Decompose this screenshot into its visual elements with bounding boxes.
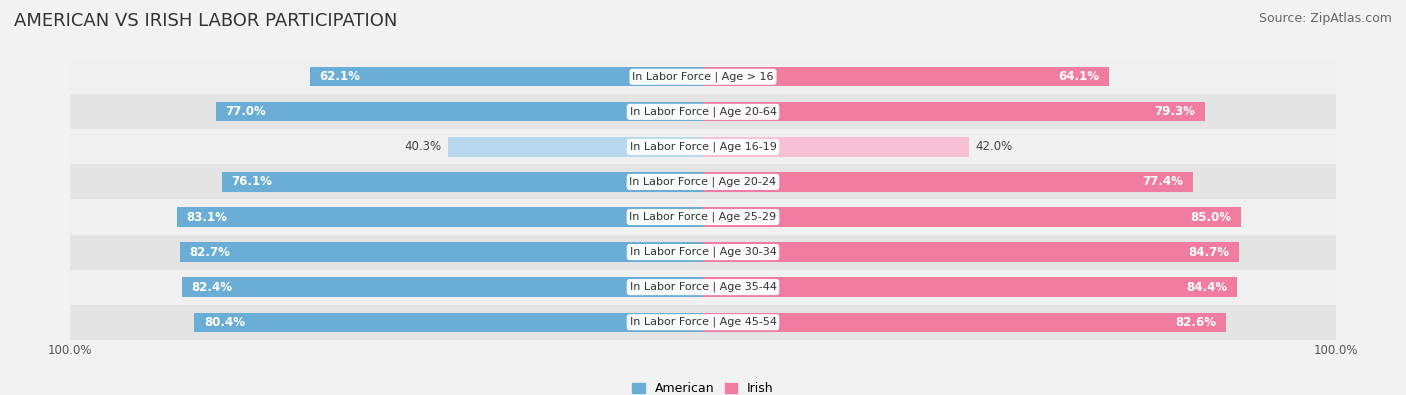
Bar — [703, 67, 1108, 87]
Bar — [222, 172, 703, 192]
Bar — [703, 243, 1239, 262]
Bar — [70, 59, 1336, 94]
Bar — [311, 67, 703, 87]
Bar — [194, 312, 703, 332]
Text: 42.0%: 42.0% — [976, 140, 1012, 153]
Bar — [70, 164, 1336, 199]
Bar — [703, 207, 1241, 227]
Bar — [70, 305, 1336, 340]
Legend: American, Irish: American, Irish — [633, 382, 773, 395]
Bar — [70, 129, 1336, 164]
Bar — [70, 269, 1336, 305]
Text: 82.7%: 82.7% — [190, 246, 231, 259]
Text: 77.4%: 77.4% — [1142, 175, 1184, 188]
Bar — [177, 207, 703, 227]
Bar — [70, 199, 1336, 235]
Text: 84.4%: 84.4% — [1187, 280, 1227, 293]
Text: In Labor Force | Age 20-24: In Labor Force | Age 20-24 — [630, 177, 776, 187]
Text: 40.3%: 40.3% — [405, 140, 441, 153]
Text: 77.0%: 77.0% — [225, 105, 266, 118]
Text: 64.1%: 64.1% — [1059, 70, 1099, 83]
Bar — [703, 102, 1205, 122]
Text: 79.3%: 79.3% — [1154, 105, 1195, 118]
Text: In Labor Force | Age 20-64: In Labor Force | Age 20-64 — [630, 107, 776, 117]
Text: 85.0%: 85.0% — [1191, 211, 1232, 224]
Bar — [70, 235, 1336, 269]
Text: 82.6%: 82.6% — [1175, 316, 1216, 329]
Text: 80.4%: 80.4% — [204, 316, 245, 329]
Bar — [703, 172, 1192, 192]
Text: 83.1%: 83.1% — [187, 211, 228, 224]
Text: 76.1%: 76.1% — [231, 175, 271, 188]
Text: In Labor Force | Age > 16: In Labor Force | Age > 16 — [633, 71, 773, 82]
Text: In Labor Force | Age 16-19: In Labor Force | Age 16-19 — [630, 142, 776, 152]
Bar — [70, 94, 1336, 129]
Text: In Labor Force | Age 45-54: In Labor Force | Age 45-54 — [630, 317, 776, 327]
Text: 62.1%: 62.1% — [319, 70, 360, 83]
Bar — [449, 137, 703, 156]
Text: In Labor Force | Age 25-29: In Labor Force | Age 25-29 — [630, 212, 776, 222]
Text: 84.7%: 84.7% — [1188, 246, 1229, 259]
Text: AMERICAN VS IRISH LABOR PARTICIPATION: AMERICAN VS IRISH LABOR PARTICIPATION — [14, 12, 398, 30]
Bar — [703, 137, 969, 156]
Bar — [703, 312, 1226, 332]
Bar — [215, 102, 703, 122]
Bar — [703, 277, 1237, 297]
Bar — [181, 277, 703, 297]
Bar — [180, 243, 703, 262]
Text: In Labor Force | Age 35-44: In Labor Force | Age 35-44 — [630, 282, 776, 292]
Text: Source: ZipAtlas.com: Source: ZipAtlas.com — [1258, 12, 1392, 25]
Text: In Labor Force | Age 30-34: In Labor Force | Age 30-34 — [630, 247, 776, 257]
Text: 82.4%: 82.4% — [191, 280, 232, 293]
